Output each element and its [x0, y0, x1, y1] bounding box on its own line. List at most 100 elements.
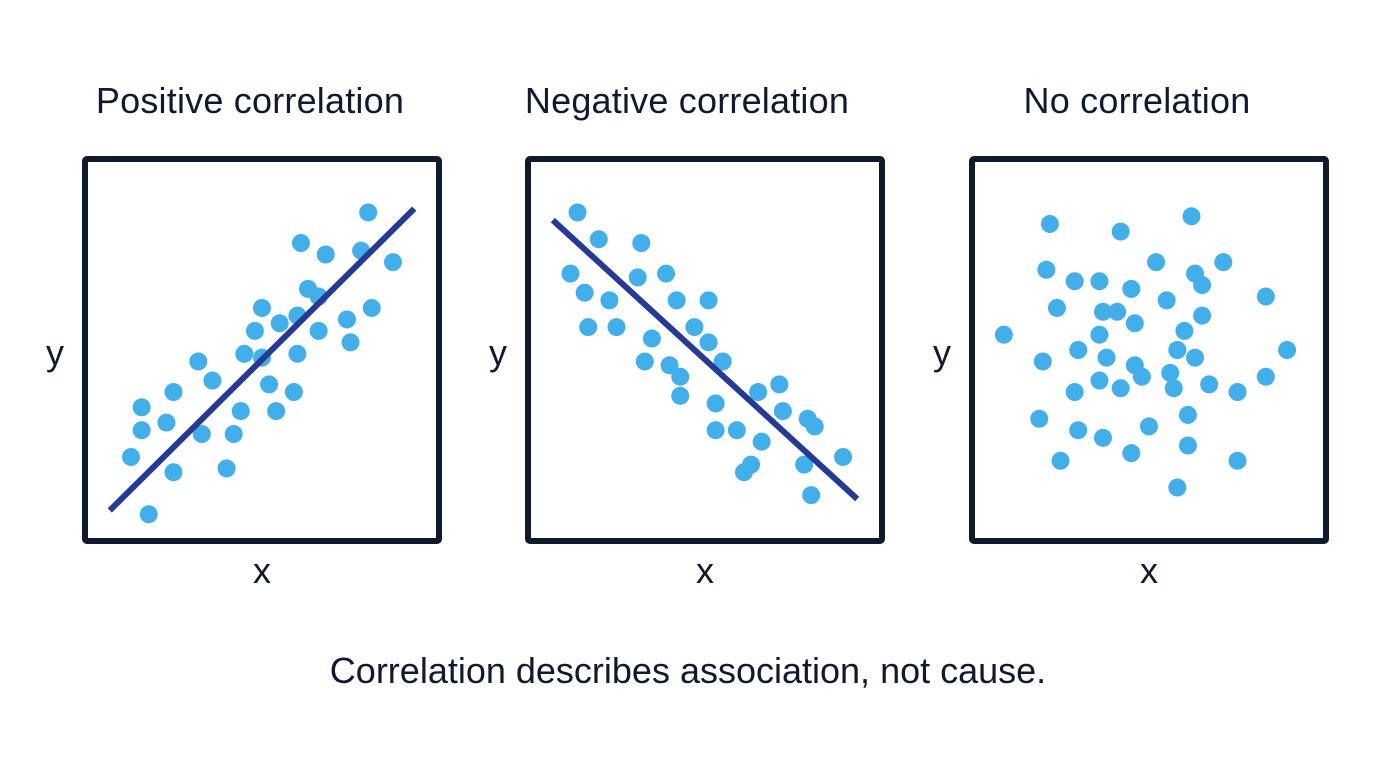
data-point [291, 234, 310, 253]
data-point [589, 230, 608, 249]
data-point [600, 291, 619, 310]
data-point [1090, 371, 1109, 390]
data-point [1161, 363, 1180, 382]
data-point [1037, 260, 1056, 279]
panel-title-negative: Negative correlation [524, 80, 850, 121]
data-point [362, 298, 381, 317]
data-point [1047, 298, 1066, 317]
data-point [1090, 272, 1109, 291]
data-point [773, 402, 792, 421]
data-point [742, 455, 761, 474]
data-point [270, 314, 289, 333]
data-point [795, 455, 814, 474]
plot-svg-none [969, 156, 1329, 544]
data-point [1178, 436, 1197, 455]
data-point [316, 245, 335, 264]
data-point [752, 432, 771, 451]
data-point [1093, 428, 1112, 447]
data-point [1228, 383, 1247, 402]
data-point [383, 253, 402, 272]
data-point [139, 505, 158, 524]
data-point [1122, 279, 1141, 298]
scatter-plot-none [969, 156, 1329, 544]
panel-title-positive: Positive correlation [95, 80, 405, 121]
data-point [994, 325, 1013, 344]
data-point [1108, 302, 1127, 321]
data-point [561, 264, 580, 283]
data-point [642, 329, 661, 348]
data-point [1200, 375, 1219, 394]
data-point [203, 371, 222, 390]
data-point [1093, 302, 1112, 321]
data-point [1178, 405, 1197, 424]
plot-frame [969, 156, 1329, 544]
scatter-plot-positive [82, 156, 442, 544]
scatter-plot-negative [525, 156, 885, 544]
trend-line [550, 217, 860, 502]
data-point [607, 318, 626, 337]
data-point [1030, 409, 1049, 428]
data-point [1065, 272, 1084, 291]
data-point [1186, 348, 1205, 367]
data-point [253, 298, 271, 317]
data-point [1164, 379, 1183, 398]
data-point [1256, 287, 1275, 306]
data-point [1111, 379, 1130, 398]
data-point [1097, 348, 1116, 367]
data-point [1214, 253, 1233, 272]
panel-title-none: No correlation [1023, 80, 1251, 121]
data-point [164, 383, 183, 402]
plot-svg-negative [525, 156, 885, 544]
data-point [699, 333, 718, 352]
data-point [164, 463, 183, 482]
data-point [1132, 367, 1151, 386]
data-point [671, 386, 690, 405]
data-point [667, 291, 686, 310]
data-point [727, 421, 746, 440]
data-point [1147, 253, 1166, 272]
data-point [685, 318, 704, 337]
data-point [802, 486, 821, 505]
data-point [1228, 451, 1247, 470]
y-axis-label-positive: y [46, 332, 64, 373]
data-point [267, 402, 286, 421]
data-point [1122, 444, 1141, 463]
figure-caption: Correlation describes association, not c… [329, 650, 1047, 691]
x-axis-label-negative: x [696, 550, 714, 591]
data-point [288, 344, 307, 363]
data-point [132, 421, 151, 440]
data-point [337, 310, 356, 329]
data-point [635, 352, 654, 371]
data-point [1157, 291, 1176, 310]
plot-svg-positive [82, 156, 442, 544]
data-point [657, 264, 676, 283]
data-point [1278, 341, 1297, 359]
data-point [713, 352, 732, 371]
data-point [284, 383, 303, 402]
data-point [235, 344, 254, 363]
data-point [217, 459, 236, 478]
data-point [706, 421, 725, 440]
data-point [132, 398, 151, 417]
data-point [224, 425, 243, 444]
trend-line [107, 206, 417, 513]
data-point [231, 402, 250, 421]
data-point [628, 268, 647, 287]
data-point [1125, 314, 1144, 333]
data-point [671, 367, 690, 386]
data-point [309, 321, 328, 340]
data-point [122, 447, 141, 466]
data-point [805, 417, 824, 436]
data-point [1033, 352, 1052, 371]
data-point [1040, 214, 1059, 233]
y-axis-label-none: y [933, 332, 951, 373]
x-axis-label-none: x [1140, 550, 1158, 591]
data-point [579, 318, 598, 337]
x-axis-label-positive: x [253, 550, 271, 591]
data-point [1193, 276, 1212, 295]
data-point [1069, 341, 1088, 359]
data-point [341, 333, 360, 352]
data-point [1069, 421, 1088, 440]
data-point [260, 375, 279, 394]
